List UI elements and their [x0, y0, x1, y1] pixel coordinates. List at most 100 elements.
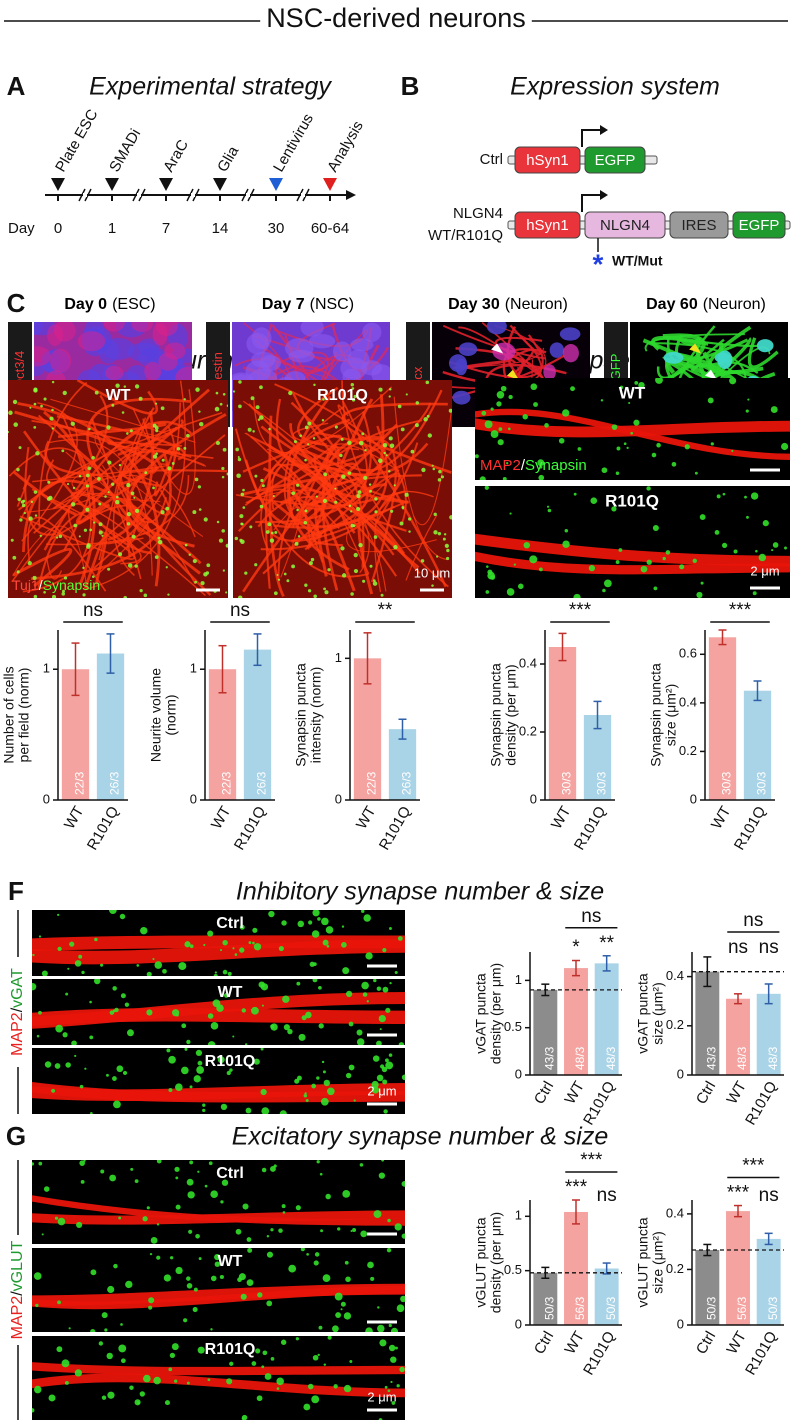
- punctum: [286, 579, 289, 582]
- punctum: [341, 474, 345, 478]
- cell-body: [47, 324, 63, 346]
- punctum: [389, 388, 392, 391]
- punctum: [79, 475, 82, 478]
- punctum: [380, 1028, 382, 1030]
- punctum: [433, 468, 436, 471]
- punctum: [496, 401, 501, 406]
- punctum: [316, 1076, 319, 1079]
- significance: ns: [759, 937, 779, 958]
- punctum: [195, 1234, 200, 1239]
- punctum: [252, 1361, 257, 1366]
- n-label: 30/3: [755, 771, 769, 795]
- y-axis-label: density (per μm): [503, 664, 519, 765]
- punctum: [125, 1003, 129, 1007]
- image-day: Day 0: [64, 296, 107, 313]
- x-tick-label: R101Q: [376, 803, 414, 853]
- punctum: [101, 535, 103, 537]
- punctum: [574, 493, 577, 496]
- punctum: [382, 948, 386, 952]
- punctum: [383, 443, 387, 447]
- punctum: [186, 434, 190, 438]
- punctum: [377, 1075, 384, 1082]
- punctum: [695, 472, 698, 475]
- punctum: [170, 1256, 173, 1259]
- punctum: [67, 968, 69, 970]
- y-tick-label: 1: [515, 972, 522, 987]
- punctum: [304, 459, 307, 462]
- punctum: [405, 493, 409, 497]
- punctum: [186, 1276, 190, 1280]
- punctum: [323, 1274, 331, 1282]
- y-tick-label: 1: [335, 650, 342, 665]
- punctum: [98, 503, 101, 506]
- punctum: [679, 564, 684, 569]
- punctum: [113, 1264, 117, 1268]
- punctum: [377, 1325, 385, 1333]
- punctum: [508, 395, 512, 399]
- punctum: [529, 555, 537, 563]
- punctum: [57, 914, 59, 916]
- punctum: [374, 1210, 382, 1218]
- punctum: [308, 589, 311, 592]
- punctum: [164, 1274, 171, 1281]
- promoter-arrow: [582, 195, 600, 212]
- event-label: Lentivirus: [270, 111, 317, 175]
- punctum: [223, 448, 227, 452]
- punctum: [296, 509, 299, 512]
- punctum: [226, 1378, 232, 1384]
- promoter-arrow: [582, 130, 600, 147]
- punctum: [118, 1344, 126, 1352]
- n-label: 50/3: [604, 1296, 618, 1320]
- punctum: [533, 402, 538, 407]
- image-stage: (ESC): [112, 296, 156, 313]
- punctum: [201, 581, 205, 585]
- punctum: [205, 1185, 208, 1188]
- punctum: [449, 515, 453, 519]
- punctum: [388, 470, 390, 472]
- significance: ns: [759, 1185, 779, 1206]
- punctum: [344, 1312, 351, 1319]
- construct-name: Ctrl: [480, 151, 503, 168]
- punctum: [630, 432, 633, 435]
- punctum: [90, 1269, 96, 1275]
- cell-body: [664, 352, 684, 364]
- punctum: [508, 428, 511, 431]
- panel-title: Expression system: [510, 73, 720, 101]
- punctum: [239, 539, 242, 542]
- y-tick-label: 1: [515, 1208, 522, 1223]
- punctum: [485, 590, 489, 594]
- punctum: [252, 928, 257, 933]
- punctum: [327, 945, 330, 948]
- punctum: [370, 565, 373, 568]
- punctum: [296, 1205, 301, 1210]
- y-tick-label: 0.5: [504, 1262, 522, 1277]
- punctum: [316, 496, 318, 498]
- punctum: [491, 430, 499, 438]
- punctum: [19, 518, 22, 521]
- punctum: [438, 470, 442, 474]
- punctum: [324, 590, 328, 594]
- punctum: [107, 1392, 114, 1399]
- punctum: [291, 491, 295, 495]
- punctum: [202, 1104, 205, 1107]
- punctum: [433, 530, 437, 534]
- punctum: [17, 498, 20, 501]
- y-axis-label: vGAT puncta: [473, 973, 489, 1054]
- punctum: [32, 954, 34, 956]
- axis-break-gap: [137, 193, 141, 197]
- punctum: [86, 545, 90, 549]
- axis-break-gap: [83, 193, 87, 197]
- punctum: [271, 1357, 275, 1361]
- stain-label: MAP2/Synapsin: [480, 457, 587, 474]
- punctum: [242, 1415, 247, 1420]
- punctum: [147, 1206, 150, 1209]
- punctum: [267, 522, 271, 526]
- punctum: [387, 1219, 391, 1223]
- punctum: [216, 392, 219, 395]
- y-tick-label: 0.2: [679, 743, 697, 758]
- punctum: [305, 509, 308, 512]
- punctum: [771, 406, 778, 413]
- scale-bar-label: 10 μm: [414, 565, 450, 580]
- punctum: [28, 561, 32, 565]
